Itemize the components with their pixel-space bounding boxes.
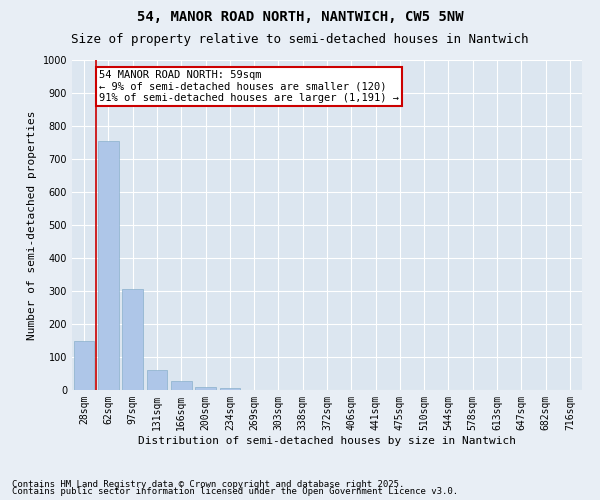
Bar: [146, 370, 167, 390]
Bar: [220, 388, 240, 390]
Text: Contains public sector information licensed under the Open Government Licence v3: Contains public sector information licen…: [12, 487, 458, 496]
Text: Contains HM Land Registry data © Crown copyright and database right 2025.: Contains HM Land Registry data © Crown c…: [12, 480, 404, 489]
Text: Size of property relative to semi-detached houses in Nantwich: Size of property relative to semi-detach…: [71, 32, 529, 46]
Text: 54, MANOR ROAD NORTH, NANTWICH, CW5 5NW: 54, MANOR ROAD NORTH, NANTWICH, CW5 5NW: [137, 10, 463, 24]
Y-axis label: Number of semi-detached properties: Number of semi-detached properties: [27, 110, 37, 340]
Bar: [122, 290, 143, 390]
Bar: [74, 340, 94, 390]
Bar: [98, 141, 119, 390]
Text: 54 MANOR ROAD NORTH: 59sqm
← 9% of semi-detached houses are smaller (120)
91% of: 54 MANOR ROAD NORTH: 59sqm ← 9% of semi-…: [99, 70, 399, 103]
X-axis label: Distribution of semi-detached houses by size in Nantwich: Distribution of semi-detached houses by …: [138, 436, 516, 446]
Bar: [195, 386, 216, 390]
Bar: [171, 381, 191, 390]
